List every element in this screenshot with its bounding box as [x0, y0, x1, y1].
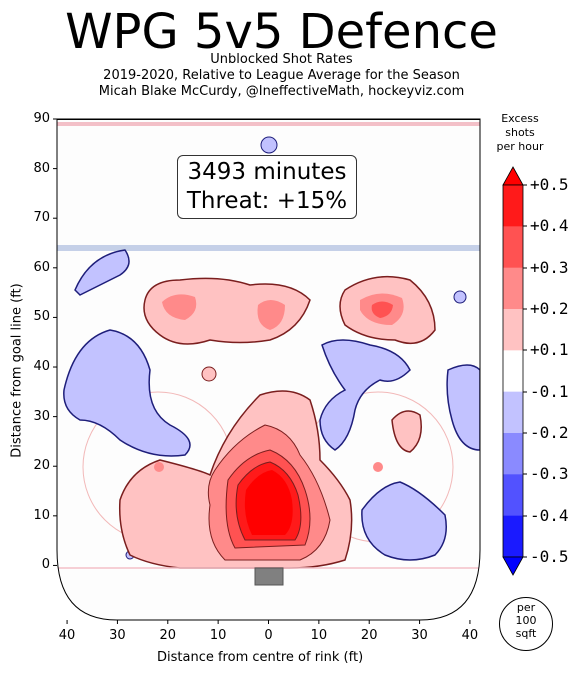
colorbar-label: +0.1 — [530, 340, 569, 359]
colorbar-segment — [503, 391, 523, 434]
y-axis-ticks — [53, 118, 57, 566]
colorbar-arrow-low — [502, 556, 524, 576]
y-tick-label: 70 — [33, 210, 50, 226]
excess-region — [373, 462, 383, 472]
deficit-region — [319, 339, 411, 451]
deficit-region — [63, 329, 191, 457]
colorbar-title-line3: per hour — [496, 140, 544, 153]
colorbar-title-line2: shots — [505, 126, 535, 139]
y-tick-label: 20 — [33, 458, 50, 474]
unit-line3: sqft — [515, 627, 537, 640]
colorbar-title-line1: Excess — [501, 112, 539, 125]
excess-region — [371, 301, 393, 318]
colorbar-segment — [503, 474, 523, 517]
threat-annotation: 3493 minutes Threat: +15% — [177, 155, 357, 219]
colorbar-segment — [503, 309, 523, 351]
excess-region — [257, 300, 285, 330]
y-tick-label: 60 — [33, 259, 50, 275]
deficit-region — [74, 249, 130, 296]
y-tick-label: 0 — [41, 557, 50, 573]
colorbar-label: -0.4 — [530, 506, 569, 525]
colorbar-label: -0.5 — [530, 547, 569, 566]
blue-line — [57, 245, 480, 251]
y-tick-label: 90 — [33, 111, 50, 126]
unit-line2: 100 — [515, 614, 537, 627]
x-tick-label: 20 — [360, 628, 378, 643]
x-axis-ticks — [66, 620, 471, 624]
plot-frame-top — [56, 118, 481, 120]
y-tick-label: 50 — [33, 309, 50, 325]
x-tick-label: 20 — [159, 628, 177, 643]
colorbar-label: +0.4 — [530, 216, 569, 235]
contour-layer — [57, 122, 480, 586]
deficit-region — [446, 364, 480, 451]
colorbar-segment — [503, 185, 523, 227]
y-tick-label: 40 — [33, 359, 50, 375]
x-axis-label: Distance from centre of rink (ft) — [157, 650, 364, 665]
excess-region — [201, 366, 217, 382]
colorbar — [502, 166, 527, 576]
author-credit: Micah Blake McCurdy, @IneffectiveMath, h… — [98, 84, 465, 99]
x-tick-label: 40 — [58, 628, 76, 643]
deficit-region — [453, 290, 467, 304]
colorbar-segment — [503, 350, 523, 393]
colorbar-label: +0.3 — [530, 258, 569, 277]
threat-text: Threat: +15% — [186, 188, 348, 214]
x-tick-label: 0 — [264, 628, 273, 643]
deficit-region — [260, 136, 278, 154]
x-tick-label: 40 — [461, 628, 479, 643]
x-tick-label: 30 — [411, 628, 428, 643]
unit-badge: per 100 sqft — [499, 597, 553, 651]
chart-title: WPG 5v5 Defence — [65, 4, 498, 60]
colorbar-segment — [503, 433, 523, 475]
excess-region — [391, 410, 422, 453]
colorbar-label: -0.3 — [530, 464, 569, 483]
colorbar-label: -0.2 — [530, 423, 569, 442]
goal-net — [254, 567, 284, 586]
y-tick-label: 30 — [33, 408, 50, 424]
minutes-text: 3493 minutes — [187, 159, 347, 185]
colorbar-label: +0.2 — [530, 299, 569, 318]
colorbar-title: Excess shots per hour — [495, 112, 545, 154]
colorbar-label: -0.1 — [530, 382, 569, 401]
season-subtitle: 2019-2020, Relative to League Average fo… — [103, 68, 460, 83]
excess-region — [162, 294, 197, 320]
y-tick-label: 80 — [33, 160, 50, 176]
x-tick-label: 30 — [109, 628, 126, 643]
colorbar-segment — [503, 226, 523, 269]
colorbar-segment — [503, 267, 523, 310]
colorbar-segment — [503, 515, 523, 558]
colorbar-arrow-high — [502, 166, 524, 186]
excess-region — [154, 462, 164, 472]
x-tick-label: 10 — [310, 628, 328, 643]
y-tick-label: 10 — [33, 507, 50, 523]
x-tick-label: 10 — [209, 628, 227, 643]
excess-region — [244, 470, 293, 535]
deficit-region — [361, 481, 447, 561]
center-red-line — [57, 122, 480, 126]
chart-subtitle: Unblocked Shot Rates — [210, 52, 353, 67]
unit-line1: per — [516, 601, 536, 614]
colorbar-label: +0.5 — [530, 175, 569, 194]
